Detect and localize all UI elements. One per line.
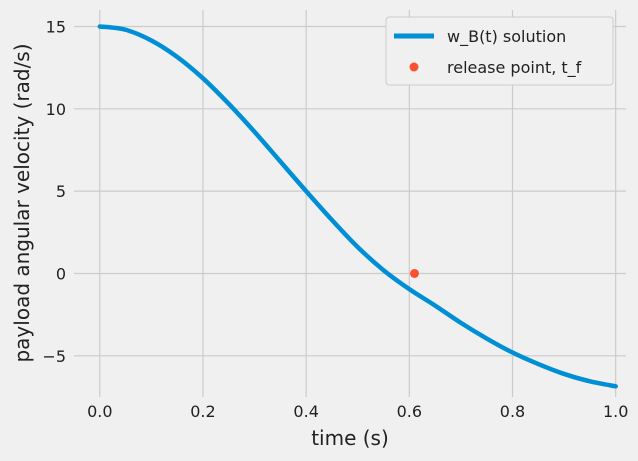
x-tick-label: 0.4	[293, 402, 318, 421]
release-point-marker	[409, 268, 419, 278]
legend-label-solution: w_B(t) solution	[447, 27, 566, 47]
y-tick-label: 0	[56, 264, 66, 283]
series-line-w-b	[97, 24, 618, 389]
x-tick-labels: 0.0 0.2 0.4 0.6 0.8 1.0	[87, 402, 628, 421]
x-axis-label: time (s)	[311, 426, 389, 450]
series-group	[97, 24, 618, 389]
y-tick-label: 15	[46, 17, 66, 36]
y-tick-label: −5	[42, 347, 66, 366]
x-tick-label: 0.0	[87, 402, 112, 421]
legend-label-release: release point, t_f	[447, 58, 582, 78]
legend-point-marker	[409, 62, 419, 72]
x-tick-label: 0.8	[500, 402, 525, 421]
legend: w_B(t) solution release point, t_f	[385, 16, 614, 86]
y-tick-label: 10	[46, 100, 66, 119]
x-tick-label: 0.2	[190, 402, 215, 421]
x-tick-label: 1.0	[603, 402, 628, 421]
y-tick-labels: −5 0 5 10 15	[42, 17, 66, 365]
x-tick-label: 0.6	[397, 402, 422, 421]
y-tick-label: 5	[56, 182, 66, 201]
legend-box	[385, 16, 614, 86]
y-axis-label: payload angular velocity (rad/s)	[10, 43, 34, 362]
